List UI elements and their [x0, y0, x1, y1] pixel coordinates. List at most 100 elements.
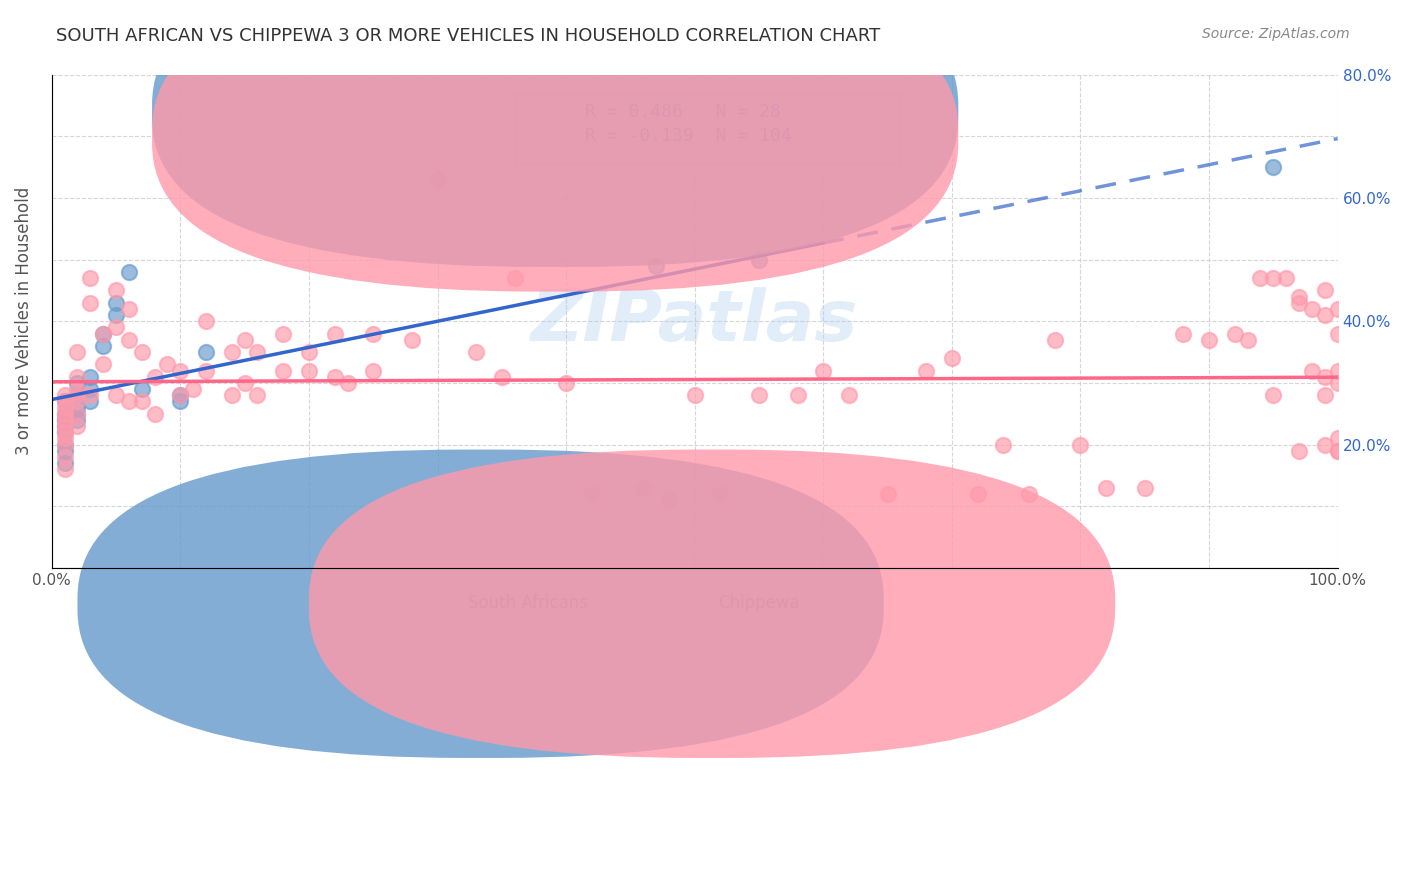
Point [53, 407, 76, 421]
Point [645, 259, 668, 273]
Point [1326, 432, 1348, 446]
Point [66, 401, 89, 415]
Point [221, 345, 243, 359]
Point [491, 369, 513, 384]
Point [748, 252, 770, 267]
Point [503, 271, 526, 285]
Point [53, 437, 76, 451]
Point [53, 407, 76, 421]
Point [53, 394, 76, 409]
Point [169, 388, 191, 402]
Point [1288, 289, 1310, 303]
Point [1313, 308, 1336, 322]
Point [105, 320, 128, 334]
Point [169, 394, 191, 409]
Point [105, 284, 128, 298]
Point [1018, 487, 1040, 501]
Point [941, 351, 963, 366]
Point [361, 326, 384, 341]
Point [709, 487, 731, 501]
Point [246, 388, 269, 402]
Point [53, 413, 76, 427]
Point [838, 388, 860, 402]
Point [66, 345, 89, 359]
Point [118, 301, 141, 316]
Point [105, 388, 128, 402]
Y-axis label: 3 or more Vehicles in Household: 3 or more Vehicles in Household [15, 187, 32, 456]
Point [1236, 333, 1258, 347]
Point [105, 295, 128, 310]
Point [66, 407, 89, 421]
Point [53, 419, 76, 434]
Point [79, 388, 101, 402]
Point [53, 425, 76, 440]
Point [66, 413, 89, 427]
Point [1326, 363, 1348, 377]
Point [53, 456, 76, 470]
Point [91, 326, 114, 341]
Point [53, 388, 76, 402]
Point [1326, 376, 1348, 390]
Point [118, 265, 141, 279]
Text: R = -0.139  N = 104: R = -0.139 N = 104 [585, 128, 792, 145]
Point [53, 432, 76, 446]
Point [246, 345, 269, 359]
Point [401, 333, 423, 347]
Point [915, 363, 938, 377]
Point [118, 333, 141, 347]
Point [105, 308, 128, 322]
FancyBboxPatch shape [309, 450, 1115, 758]
Point [1069, 437, 1091, 451]
Point [271, 363, 294, 377]
Point [131, 394, 153, 409]
Point [195, 345, 218, 359]
Point [91, 326, 114, 341]
Point [66, 382, 89, 396]
Point [966, 487, 988, 501]
Point [53, 450, 76, 464]
Point [79, 295, 101, 310]
Point [1263, 271, 1285, 285]
Text: Source: ZipAtlas.com: Source: ZipAtlas.com [1202, 27, 1350, 41]
Point [658, 493, 681, 508]
Point [323, 369, 346, 384]
Point [581, 487, 603, 501]
Point [66, 388, 89, 402]
Point [748, 388, 770, 402]
Point [66, 388, 89, 402]
Point [169, 388, 191, 402]
Point [53, 443, 76, 458]
Point [1263, 160, 1285, 174]
Point [1313, 284, 1336, 298]
Point [181, 382, 204, 396]
FancyBboxPatch shape [77, 450, 884, 758]
Point [1223, 326, 1246, 341]
Point [169, 363, 191, 377]
Point [66, 407, 89, 421]
Point [233, 376, 256, 390]
Point [1326, 443, 1348, 458]
Point [298, 363, 321, 377]
Text: Chippewa: Chippewa [718, 593, 800, 612]
Point [1326, 443, 1348, 458]
Point [79, 271, 101, 285]
Point [633, 481, 655, 495]
Point [53, 394, 76, 409]
Point [1313, 388, 1336, 402]
FancyBboxPatch shape [515, 95, 900, 163]
Point [66, 394, 89, 409]
Point [1133, 481, 1156, 495]
Point [1173, 326, 1195, 341]
Point [195, 363, 218, 377]
Point [118, 394, 141, 409]
FancyBboxPatch shape [152, 0, 959, 292]
Text: SOUTH AFRICAN VS CHIPPEWA 3 OR MORE VEHICLES IN HOUSEHOLD CORRELATION CHART: SOUTH AFRICAN VS CHIPPEWA 3 OR MORE VEHI… [56, 27, 880, 45]
Point [1313, 369, 1336, 384]
Point [1326, 301, 1348, 316]
Point [156, 358, 179, 372]
Point [465, 345, 488, 359]
Point [233, 333, 256, 347]
Point [79, 394, 101, 409]
Point [813, 363, 835, 377]
Point [79, 382, 101, 396]
